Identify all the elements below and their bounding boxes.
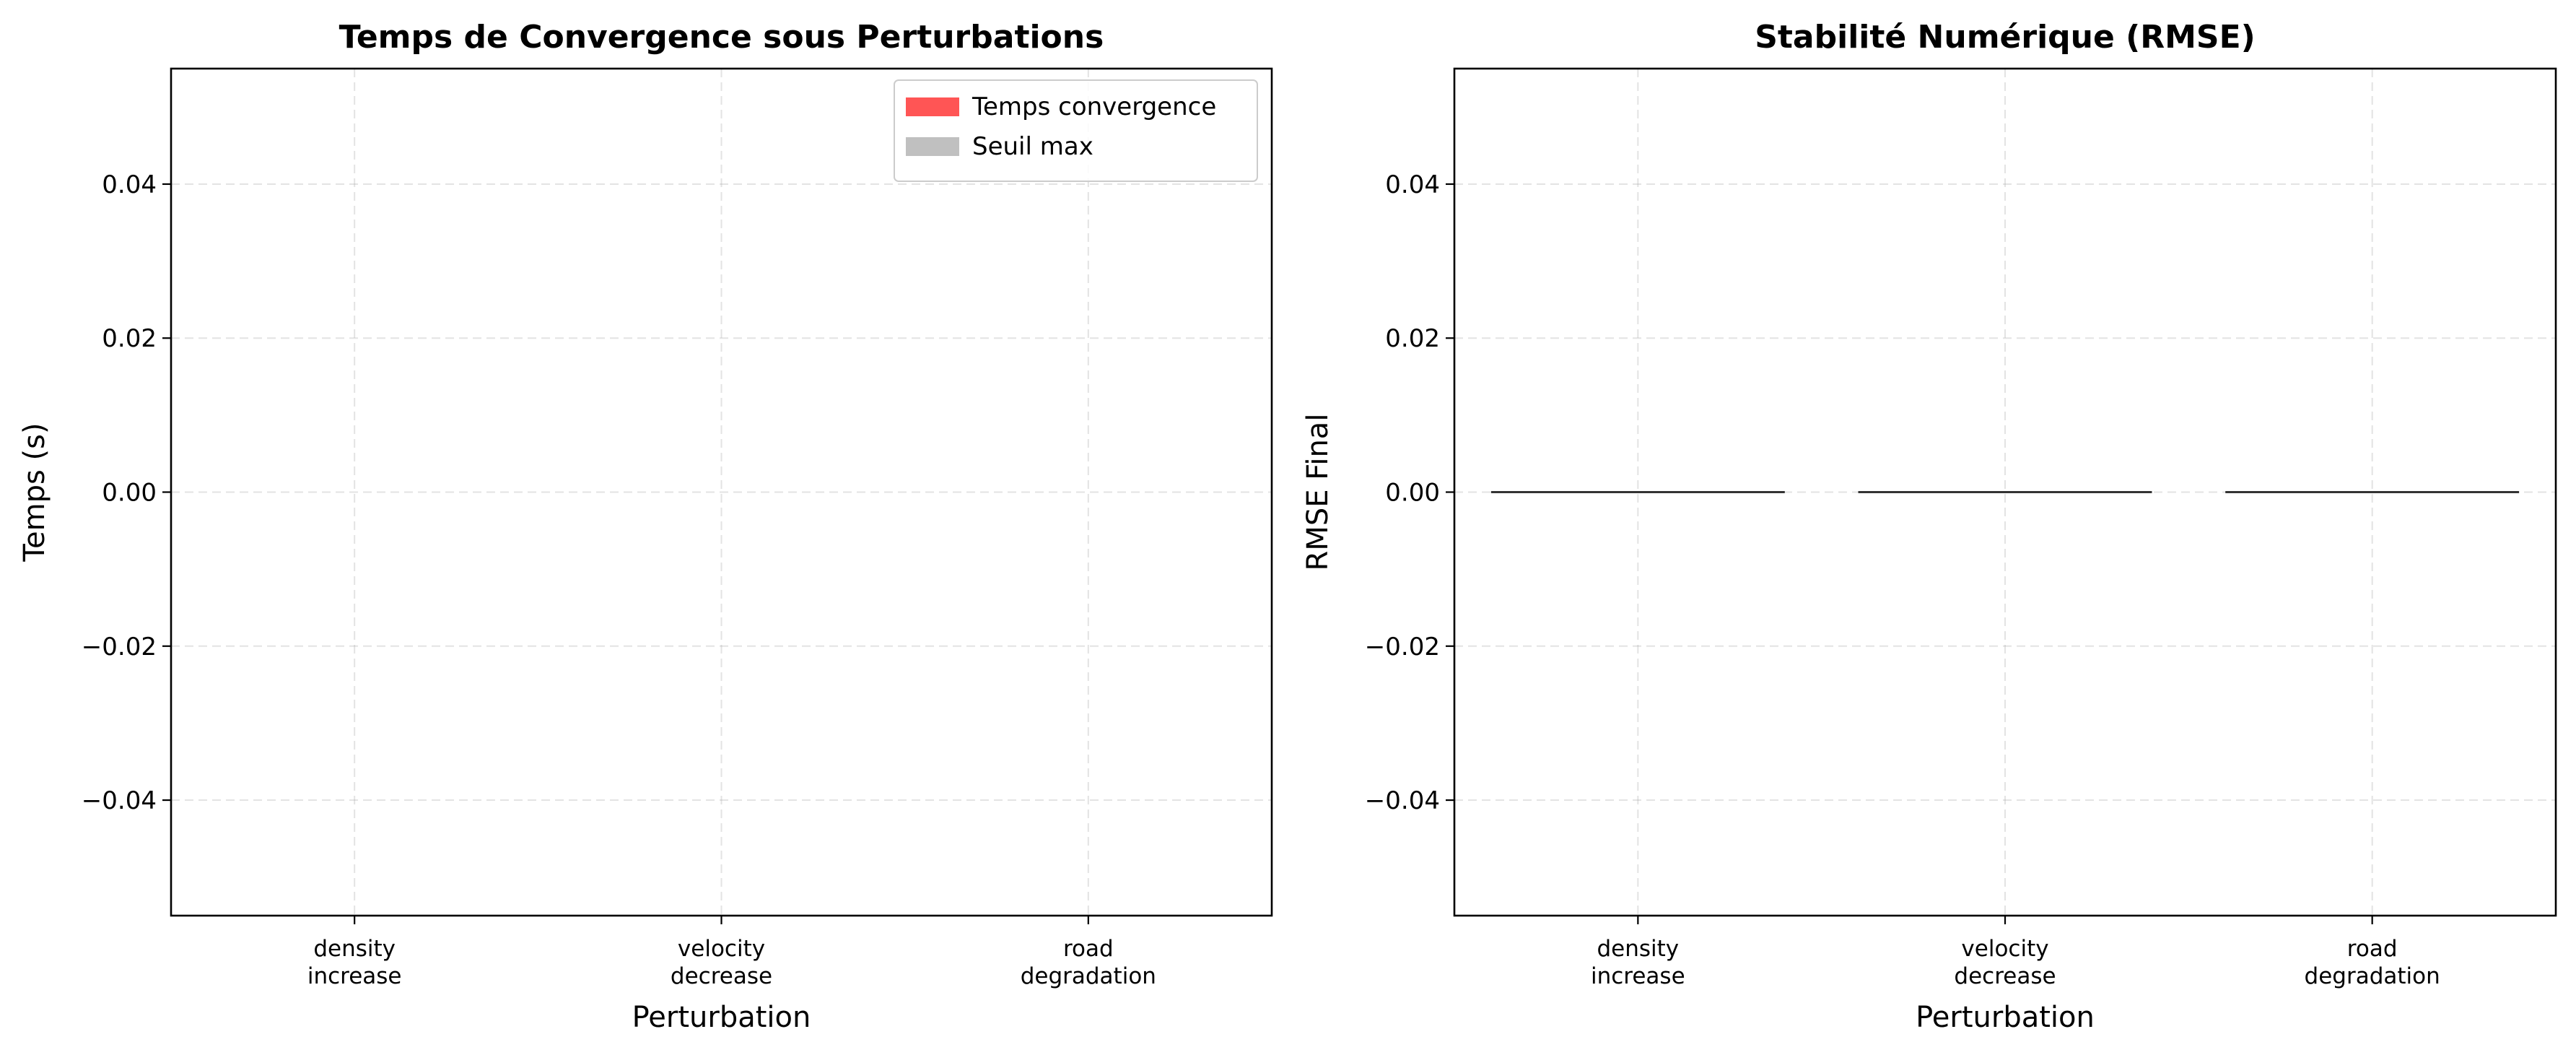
legend: Temps convergence Seuil max <box>894 79 1258 182</box>
x-tick-label: increase <box>307 963 402 989</box>
x-tick-label: road <box>2347 936 2398 962</box>
x-tick-label: decrease <box>1954 963 2056 989</box>
x-axis-label: Perturbation <box>1916 1001 2095 1034</box>
x-tick-label: road <box>1063 936 1114 962</box>
legend-box <box>894 79 1258 182</box>
x-axis-label: Perturbation <box>632 1001 811 1034</box>
x-tick-label: degradation <box>1021 963 1156 989</box>
y-tick-label: −0.02 <box>82 633 157 661</box>
y-tick-label: 0.02 <box>102 324 157 353</box>
y-tick-label: 0.04 <box>1385 170 1440 199</box>
legend-label: Temps convergence <box>972 92 1216 121</box>
x-tick-label: increase <box>1591 963 1685 989</box>
x-tick-label: density <box>313 936 396 962</box>
x-tick-label: velocity <box>678 936 765 962</box>
legend-swatch <box>906 137 959 156</box>
y-tick-label: 0.00 <box>102 479 157 508</box>
x-tick-label: decrease <box>671 963 772 989</box>
x-tick-label: velocity <box>1961 936 2048 962</box>
x-tick-label: density <box>1597 936 1679 962</box>
y-tick-label: 0.02 <box>1385 324 1440 353</box>
x-tick-label: degradation <box>2305 963 2440 989</box>
y-axis-label: Temps (s) <box>18 422 51 562</box>
y-tick-label: 0.04 <box>102 170 157 199</box>
y-tick-label: −0.02 <box>1365 633 1440 661</box>
legend-swatch <box>906 97 959 116</box>
y-tick-label: −0.04 <box>1365 786 1440 815</box>
y-tick-label: −0.04 <box>82 786 157 815</box>
chart-title: Temps de Convergence sous Perturbations <box>339 19 1104 56</box>
chart-title: Stabilité Numérique (RMSE) <box>1755 19 2256 56</box>
y-axis-label: RMSE Final <box>1301 414 1335 571</box>
legend-label: Seuil max <box>972 132 1093 161</box>
y-tick-label: 0.00 <box>1385 479 1440 508</box>
